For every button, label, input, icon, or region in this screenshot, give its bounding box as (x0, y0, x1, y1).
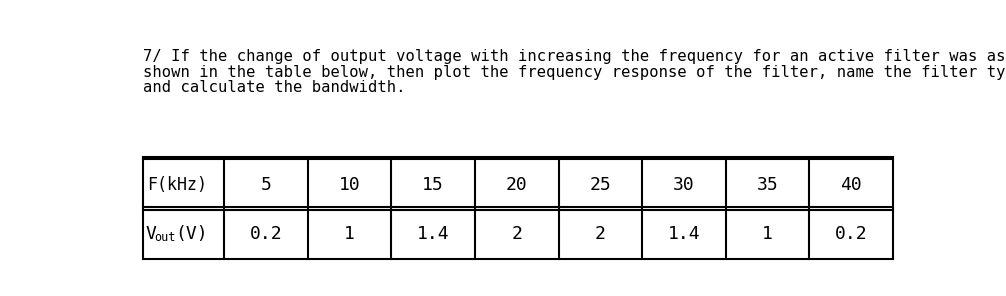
Text: F(kHz): F(kHz) (147, 176, 206, 194)
Text: 20: 20 (506, 176, 528, 194)
Text: (V): (V) (175, 225, 208, 243)
Text: 10: 10 (339, 176, 360, 194)
Text: 7/ If the change of output voltage with increasing the frequency for an active f: 7/ If the change of output voltage with … (143, 49, 1005, 64)
Text: 0.2: 0.2 (835, 225, 867, 243)
Text: 40: 40 (840, 176, 862, 194)
Text: 1.4: 1.4 (416, 225, 450, 243)
Text: 5: 5 (261, 176, 272, 194)
Text: V: V (146, 225, 157, 243)
Text: 2: 2 (511, 225, 522, 243)
Text: 1: 1 (763, 225, 773, 243)
Text: 2: 2 (595, 225, 606, 243)
Text: and calculate the bandwidth.: and calculate the bandwidth. (143, 80, 405, 95)
Text: 35: 35 (757, 176, 779, 194)
Text: 0.2: 0.2 (249, 225, 283, 243)
Text: shown in the table below, then plot the frequency response of the filter, name t: shown in the table below, then plot the … (143, 65, 1006, 80)
Text: 1.4: 1.4 (668, 225, 700, 243)
Text: 25: 25 (590, 176, 612, 194)
Text: 30: 30 (673, 176, 695, 194)
Text: out: out (155, 231, 176, 244)
Text: 1: 1 (344, 225, 355, 243)
Text: 15: 15 (423, 176, 444, 194)
